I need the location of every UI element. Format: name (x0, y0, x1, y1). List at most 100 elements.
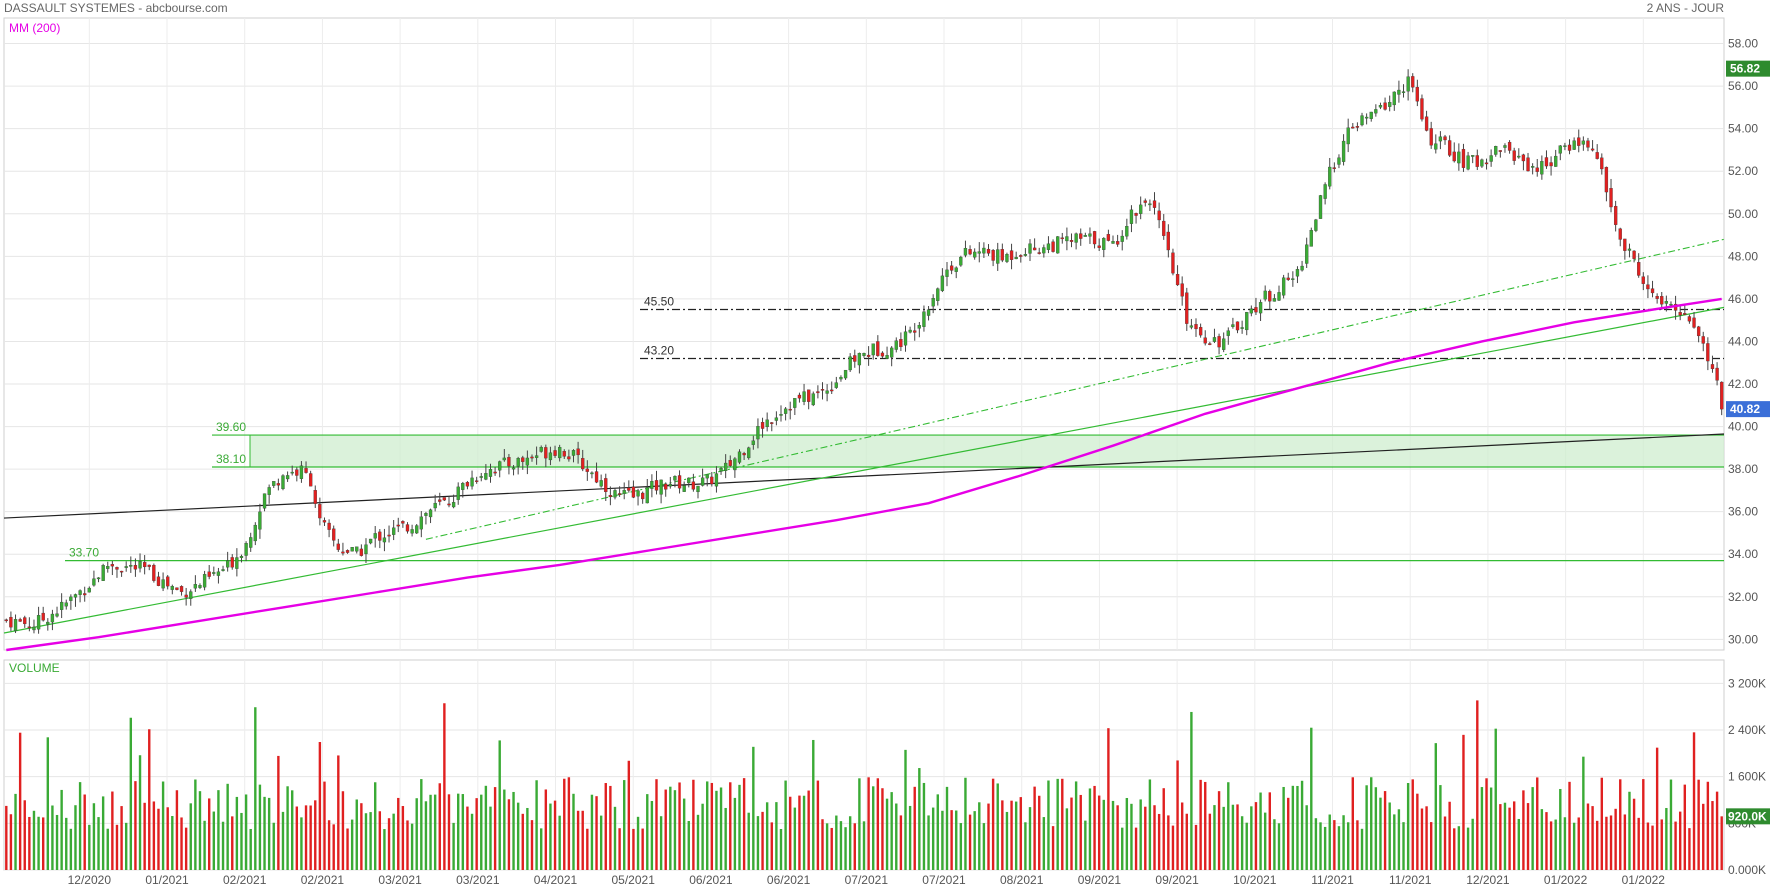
candle-body (382, 537, 387, 543)
candle-body (1706, 343, 1710, 362)
candle-body (285, 475, 290, 480)
candle-body (1180, 283, 1184, 297)
candle-body (834, 382, 838, 388)
candle-body (92, 578, 96, 586)
volume-bar (1379, 797, 1382, 870)
price-panel-frame (3, 17, 1725, 651)
x-tick-label: 12/2020 (68, 873, 112, 887)
volume-bar (1526, 803, 1530, 870)
volume-bar (194, 779, 197, 870)
candle-body (1701, 336, 1705, 344)
volume-bar (332, 824, 335, 870)
ma200-legend: MM (200) (9, 21, 61, 35)
candle-body (1175, 274, 1180, 286)
volume-bar (1263, 812, 1267, 870)
volume-bar (1167, 815, 1170, 870)
candle-body (239, 555, 244, 558)
candle-body (1383, 102, 1387, 110)
volume-bar (341, 791, 345, 870)
last-volume-badge: 920.0K (1728, 809, 1767, 823)
candle-body (553, 450, 557, 456)
volume-bar (996, 783, 999, 870)
candle-body (258, 511, 262, 530)
volume-bar (28, 816, 31, 870)
volume-bar (1522, 790, 1525, 870)
volume-bar (572, 793, 575, 870)
candle-body (1115, 241, 1120, 245)
volume-bar (212, 811, 216, 870)
volume-bar (189, 803, 192, 870)
candle-body (1337, 157, 1341, 165)
candle-body (1129, 209, 1134, 224)
volume-bar (1605, 816, 1608, 870)
candle-body (853, 355, 857, 362)
candle-body (1530, 166, 1535, 168)
volume-bar (1250, 806, 1253, 870)
volume-bar (964, 777, 967, 870)
volume-bar (733, 797, 737, 870)
candle-body (779, 414, 783, 416)
candle-body (1627, 248, 1632, 251)
candle-body (341, 551, 345, 554)
level-label: 39.60 (216, 420, 246, 434)
volume-bar (240, 812, 243, 870)
volume-bar (1033, 786, 1036, 870)
volume-bar (659, 816, 663, 870)
volume-bar (1162, 788, 1165, 870)
volume-bar (1093, 785, 1096, 870)
candle-body (1056, 236, 1060, 254)
volume-bar (1157, 813, 1161, 870)
level-label: 45.50 (644, 295, 674, 309)
candle-body (558, 447, 562, 459)
volume-bar (1365, 785, 1368, 870)
candle-body (682, 485, 686, 492)
volume-bar (862, 821, 866, 870)
volume-bar (1356, 820, 1359, 870)
candle-body (83, 593, 87, 596)
volume-bar (609, 785, 612, 870)
period-label[interactable]: 2 ANS - JOUR (1646, 1, 1724, 15)
volume-bar (475, 798, 478, 870)
volume-bar (549, 803, 552, 870)
volume-bar (830, 827, 833, 870)
candle-body (631, 486, 636, 498)
candle-body (1637, 262, 1641, 276)
volume-bar (1614, 808, 1617, 870)
candle-body (871, 343, 875, 356)
candle-body (811, 393, 815, 406)
candle-body (465, 482, 470, 487)
volume-bar (1047, 780, 1050, 870)
candle-body (1577, 137, 1581, 146)
last-volume-badge-bg (1726, 808, 1770, 825)
volume-bar (1393, 814, 1396, 870)
candle-body (1360, 115, 1364, 126)
candle-body (1245, 312, 1249, 331)
candle-body (788, 408, 792, 411)
candle-body (1231, 324, 1235, 327)
volume-bar (452, 822, 455, 870)
volume-bar (1314, 818, 1318, 870)
volume-bar (1370, 777, 1373, 870)
volume-bar (1139, 799, 1142, 870)
volume-bar (1287, 797, 1290, 870)
volume-bar (83, 794, 86, 870)
volume-bar (798, 795, 801, 870)
volume-bar (1337, 826, 1341, 870)
candle-body (890, 347, 894, 358)
volume-bar (295, 806, 299, 870)
volume-bar (669, 786, 672, 870)
candle-body (1185, 292, 1189, 324)
candle-body (737, 451, 742, 463)
candle-body (456, 486, 460, 500)
volume-bar (498, 740, 501, 870)
candle-body (1157, 210, 1161, 221)
x-tick-label: 11/2021 (1389, 873, 1432, 887)
volume-bar (503, 789, 506, 870)
volume-bar (470, 813, 474, 870)
candle-body (1060, 237, 1064, 240)
candle-body (507, 457, 511, 467)
candle-body (922, 311, 926, 327)
candle-body (1305, 244, 1309, 264)
volume-bar (807, 790, 810, 870)
volume-bar (327, 820, 331, 870)
